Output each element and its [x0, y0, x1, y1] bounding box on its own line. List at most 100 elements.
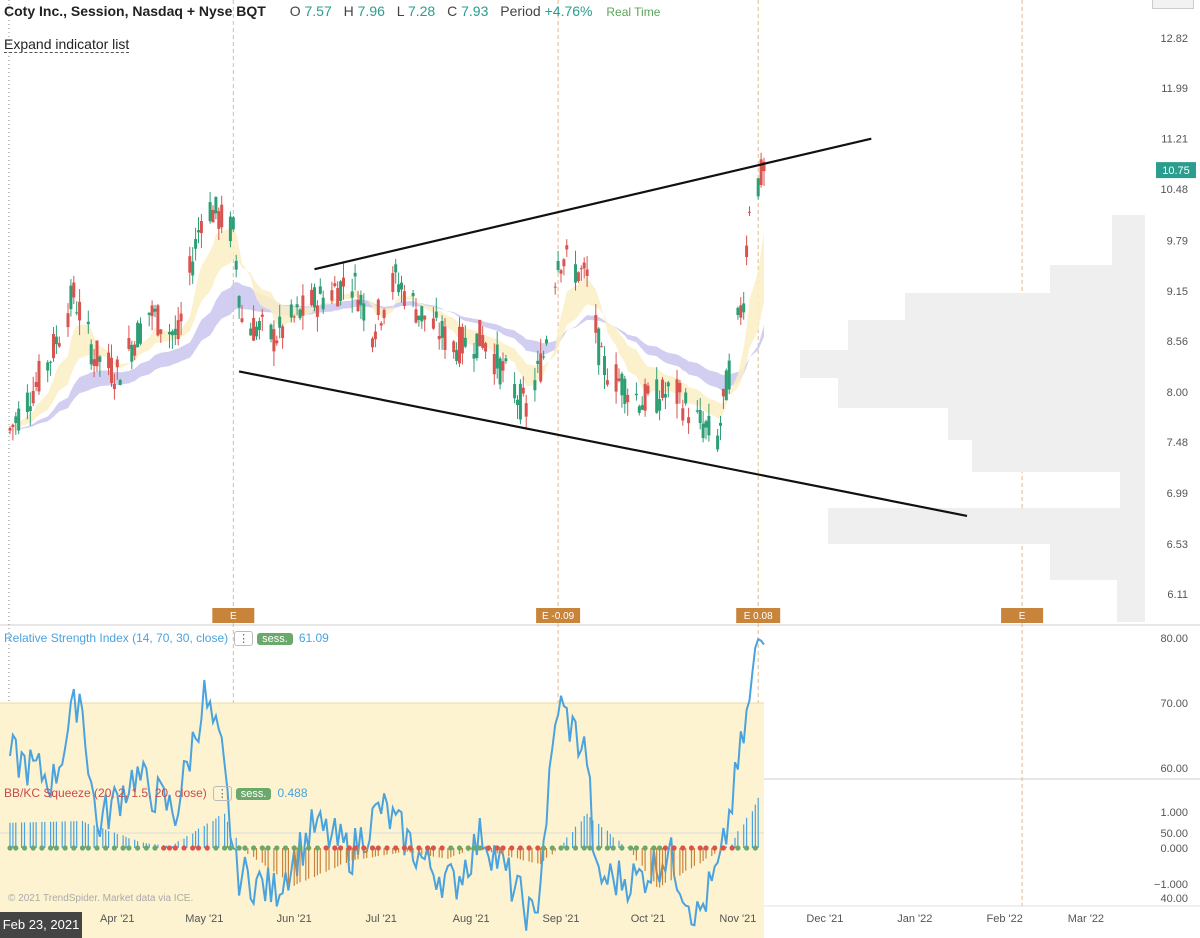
candle-body: [756, 178, 760, 197]
squeeze-dot: [251, 845, 257, 851]
candle-body: [675, 379, 679, 404]
squeeze-dot: [242, 845, 248, 851]
candle: [49, 360, 53, 376]
rsi-title: Relative Strength Index (14, 70, 30, clo…: [4, 631, 229, 645]
candle-body: [478, 319, 482, 347]
candle: [275, 335, 279, 346]
expand-indicator-list-link[interactable]: Expand indicator list: [4, 36, 130, 53]
candle-body: [640, 405, 644, 410]
candle: [539, 338, 543, 384]
candle: [75, 301, 79, 316]
squeeze-dot: [314, 845, 320, 851]
volume-profile-bar: [1112, 215, 1145, 265]
candle: [501, 352, 505, 383]
candle-body: [156, 305, 160, 336]
candle-body: [698, 410, 702, 424]
candle: [417, 315, 421, 327]
candle: [646, 382, 650, 396]
candle: [156, 304, 160, 337]
squeeze-dot: [7, 845, 13, 851]
candle: [724, 368, 728, 401]
squeeze-dot: [604, 845, 611, 851]
squeeze-dot: [680, 845, 686, 851]
candle: [431, 307, 435, 330]
candle-body: [521, 387, 525, 394]
candle-body: [272, 329, 276, 352]
candle: [402, 284, 406, 310]
squeeze-dot: [662, 845, 669, 851]
squeeze-dot: [227, 845, 233, 851]
squeeze-dot: [558, 845, 564, 851]
candle-body: [252, 317, 256, 341]
squeeze-dot: [85, 845, 91, 851]
candle-body: [556, 261, 560, 270]
candle-body: [646, 385, 650, 394]
menu-tab-button[interactable]: [1152, 0, 1194, 9]
squeeze-dot: [120, 845, 126, 851]
earnings-marker: E -0.09: [536, 608, 581, 623]
candle: [603, 346, 606, 390]
candle: [420, 305, 424, 329]
candle-body: [565, 245, 569, 250]
squeeze-dot: [274, 845, 280, 851]
rsi-header: Relative Strength Index (14, 70, 30, clo…: [4, 631, 329, 646]
candle-body: [168, 331, 171, 335]
trendlines[interactable]: [238, 137, 968, 518]
candle-body: [255, 326, 258, 337]
squeeze-dot: [549, 845, 555, 851]
squeeze-dot: [79, 845, 86, 851]
squeeze-title: BB/KC Squeeze (20, 2, 1.5, 20, close): [4, 786, 207, 800]
squeeze-dot: [407, 845, 413, 851]
candle-body: [217, 211, 221, 229]
candle: [640, 396, 644, 410]
squeeze-dot: [477, 845, 483, 851]
candle: [707, 403, 711, 442]
candle-body: [240, 318, 244, 322]
volume-profile-bar: [848, 320, 1145, 350]
candle-body: [249, 328, 253, 336]
squeeze-dot: [564, 845, 570, 851]
squeeze-dot: [259, 845, 265, 851]
squeeze-dot: [471, 845, 477, 851]
candle: [353, 264, 357, 291]
earnings-marker-label: E: [1019, 611, 1026, 622]
candle: [556, 250, 560, 273]
earnings-marker: E: [1001, 608, 1044, 623]
squeeze-dot: [13, 845, 19, 851]
squeeze-dot: [166, 845, 173, 851]
candle-body: [234, 260, 238, 270]
candle: [620, 371, 624, 408]
candle: [170, 329, 174, 349]
candle-body: [745, 245, 749, 258]
candle: [498, 356, 502, 390]
squeeze-session-badge[interactable]: sess.: [235, 788, 272, 800]
candle-body: [420, 306, 424, 322]
candle-body: [655, 379, 659, 413]
rsi-axis-tick: 80.00: [1160, 633, 1188, 645]
squeeze-dot: [619, 845, 625, 851]
candle: [617, 368, 621, 383]
candle: [194, 227, 198, 261]
squeeze-options-icon[interactable]: ⋮: [212, 786, 232, 801]
candle: [330, 281, 334, 304]
squeeze-dot: [526, 845, 532, 851]
candle: [463, 325, 467, 349]
candle-body: [684, 392, 688, 404]
squeeze-dot: [265, 845, 271, 851]
candle-body: [333, 283, 337, 287]
volume-profile-bar: [1117, 580, 1145, 622]
squeeze-dot: [517, 845, 524, 851]
candle-body: [211, 209, 215, 223]
candle: [69, 279, 73, 317]
candle-body: [516, 399, 519, 406]
realtime-label: Real Time: [606, 5, 661, 19]
candle-body: [600, 346, 604, 348]
candle: [579, 265, 583, 281]
candle-body: [724, 370, 728, 401]
candle: [127, 325, 131, 352]
candle-body: [719, 422, 722, 426]
rsi-session-badge[interactable]: sess.: [257, 633, 293, 645]
rsi-options-icon[interactable]: ⋮: [234, 631, 254, 646]
earnings-markers[interactable]: E E -0.09 E 0.08 E: [212, 608, 1044, 623]
